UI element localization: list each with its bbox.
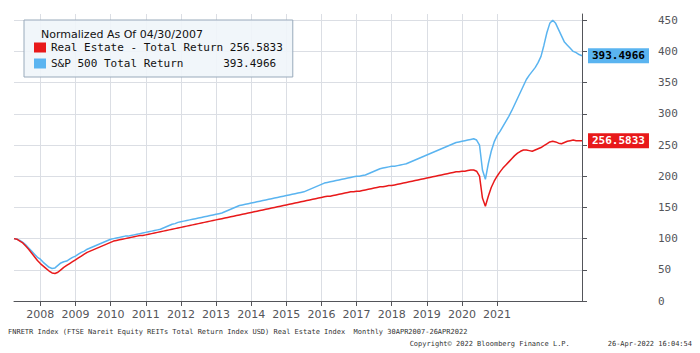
svg-text:150: 150 [658,201,678,214]
svg-text:2019: 2019 [413,308,441,321]
svg-text:2017: 2017 [343,308,371,321]
svg-text:300: 300 [658,107,678,120]
svg-text:450: 450 [658,14,678,27]
svg-text:50: 50 [658,263,671,276]
svg-text:2009: 2009 [61,308,89,321]
svg-text:2008: 2008 [26,308,54,321]
svg-text:Normalized As Of 04/30/2007: Normalized As Of 04/30/2007 [41,28,203,41]
svg-text:2021: 2021 [483,308,511,321]
svg-text:2014: 2014 [237,308,265,321]
svg-text:2011: 2011 [132,308,160,321]
svg-text:2016: 2016 [307,308,335,321]
svg-text:250: 250 [658,139,678,152]
svg-text:400: 400 [658,45,678,58]
svg-text:0: 0 [658,295,665,308]
svg-text:2013: 2013 [202,308,230,321]
svg-text:100: 100 [658,232,678,245]
svg-text:2020: 2020 [448,308,476,321]
svg-text:256.5833: 256.5833 [592,134,645,147]
svg-text:350: 350 [658,76,678,89]
svg-text:200: 200 [658,170,678,183]
svg-text:2015: 2015 [272,308,300,321]
svg-text:Copyright© 2022 Bloomberg Fina: Copyright© 2022 Bloomberg Finance L.P. 2… [410,340,692,348]
svg-text:2010: 2010 [97,308,125,321]
svg-text:2018: 2018 [378,308,406,321]
svg-text:S&P 500 Total Return 393.: S&P 500 Total Return 393.4966 [51,57,276,70]
svg-text:Real Estate - Total Return 256: Real Estate - Total Return 256.5833 [51,41,283,54]
svg-text:FNRETR Index (FTSE Nareit Equi: FNRETR Index (FTSE Nareit Equity REITs T… [8,328,467,336]
svg-text:2012: 2012 [167,308,195,321]
svg-text:393.4966: 393.4966 [592,49,645,62]
